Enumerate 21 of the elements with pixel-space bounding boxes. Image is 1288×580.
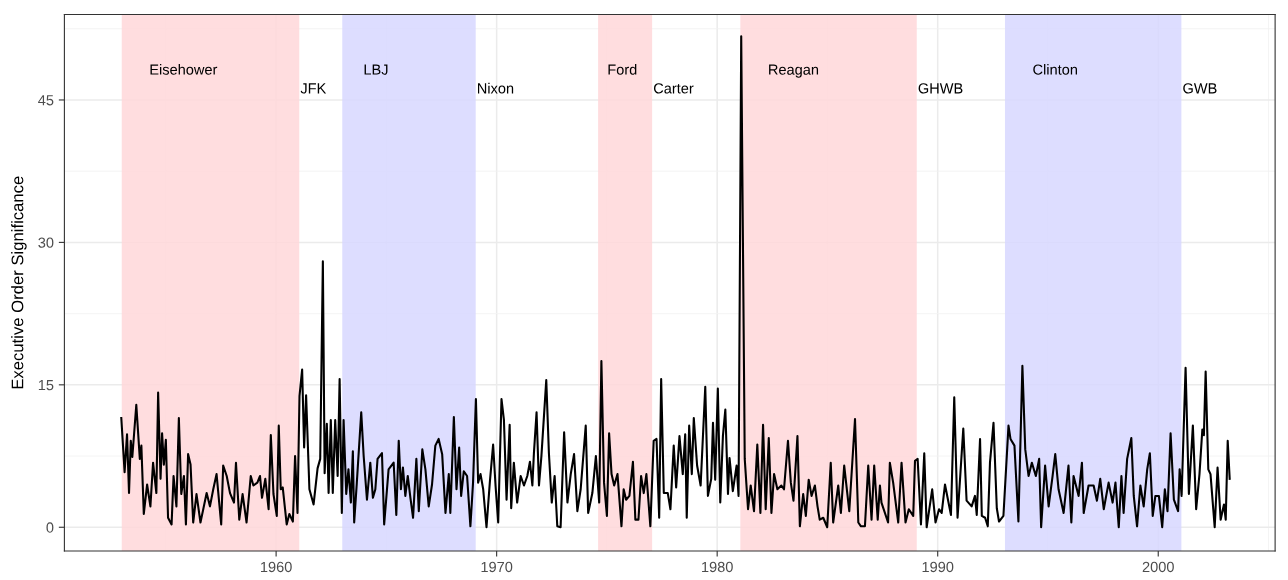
y-tick-label: 15: [38, 380, 54, 391]
x-tick-label: 1970: [481, 561, 513, 573]
annotation: Carter: [653, 83, 694, 94]
annotation: GHWB: [918, 83, 963, 94]
x-tick-label: 1980: [702, 561, 733, 573]
annotation: GWB: [1183, 83, 1217, 94]
y-tick-label: 30: [38, 237, 54, 248]
band-label: Eisehower: [150, 64, 218, 75]
band-label: LBJ: [364, 64, 388, 75]
annotation: Nixon: [477, 82, 514, 94]
annotation: JFK: [300, 83, 327, 94]
band-label: Reagan: [769, 64, 819, 78]
y-axis-title: Executive Order Significance: [11, 176, 27, 389]
band-label: Clinton: [1033, 64, 1077, 75]
y-tick-label: 0: [46, 522, 54, 533]
band-label: Ford: [608, 64, 637, 75]
x-tick-label: 2000: [1142, 561, 1174, 573]
y-tick-label: 45: [38, 95, 54, 106]
x-tick-label: 1990: [922, 561, 954, 573]
x-tick-label: 1960: [261, 561, 292, 573]
line-series: [120, 35, 1231, 529]
